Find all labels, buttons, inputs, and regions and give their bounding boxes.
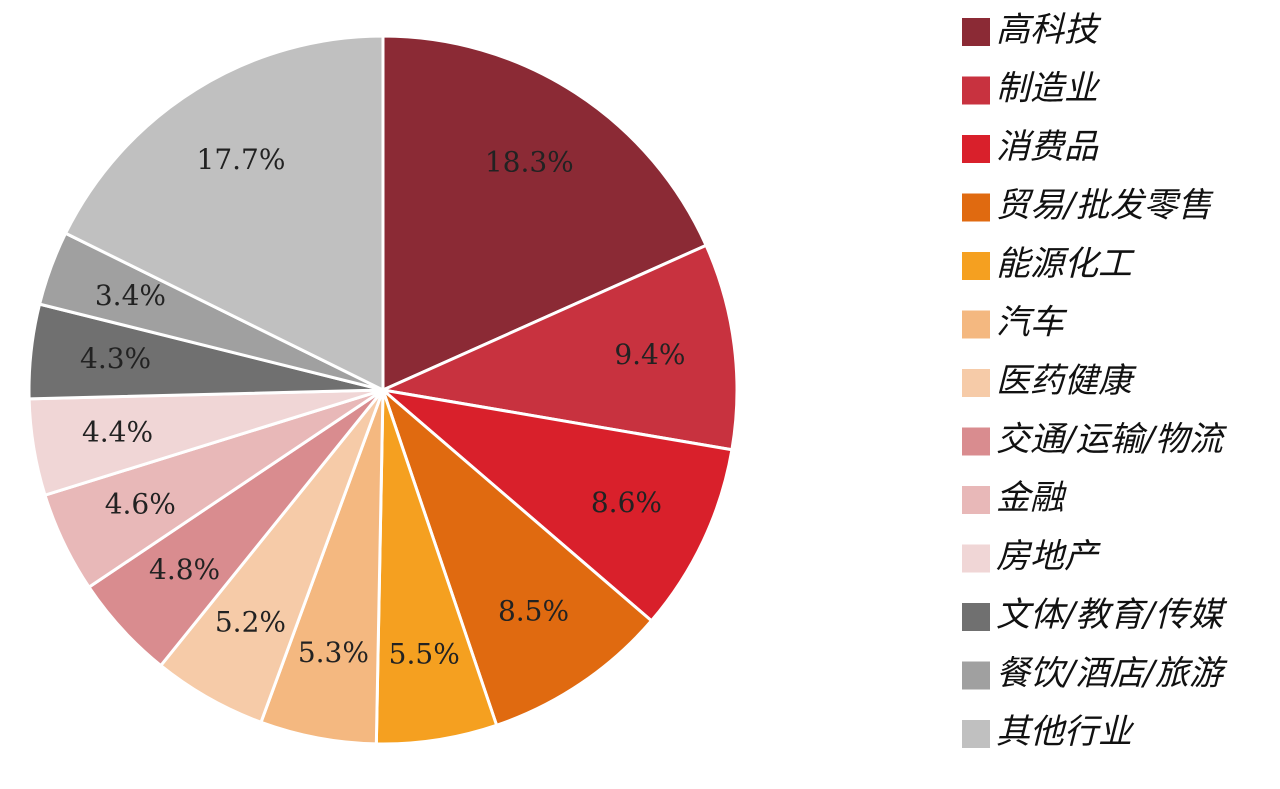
slice-label: 18.3%	[485, 146, 574, 179]
legend-swatch	[962, 486, 990, 514]
legend-swatch	[962, 310, 990, 339]
slice-label: 8.6%	[591, 486, 662, 519]
slice-label: 8.5%	[498, 594, 569, 627]
legend-swatch	[962, 252, 990, 280]
slice-label: 4.6%	[105, 488, 176, 521]
legend-label: 房地产	[996, 537, 1101, 577]
legend-label: 高科技	[996, 10, 1102, 50]
legend-swatch	[962, 661, 990, 690]
slice-label: 17.7%	[197, 143, 286, 176]
slice-label: 4.4%	[82, 415, 153, 448]
legend-label: 医药健康	[996, 361, 1137, 401]
pie-slice	[377, 243, 739, 452]
legend-swatch	[962, 369, 990, 397]
legend-label: 汽车	[996, 303, 1068, 343]
legend-swatch	[962, 76, 990, 105]
slice-label: 4.3%	[80, 342, 151, 375]
slice-label: 5.2%	[215, 606, 286, 639]
legend-label: 金融	[996, 478, 1067, 518]
legend-label: 制造业	[996, 69, 1101, 109]
slice-label: 9.4%	[614, 338, 685, 371]
slice-label: 4.8%	[149, 553, 220, 586]
legend-swatch	[962, 18, 990, 46]
legend-swatch	[962, 720, 990, 748]
legend-label: 能源化工	[996, 244, 1135, 284]
pie-slice	[63, 34, 385, 393]
slice-label: 5.3%	[298, 636, 369, 669]
pie-slice	[379, 385, 654, 728]
slice-label: 5.5%	[389, 637, 460, 670]
legend-swatch	[962, 603, 990, 631]
legend-label: 交通/运输/物流	[996, 420, 1228, 460]
pie-slice	[377, 387, 734, 623]
legend-label: 文体/教育/传媒	[996, 595, 1228, 635]
legend-label: 餐饮/酒店/旅游	[996, 654, 1228, 694]
slice-label: 3.4%	[95, 279, 166, 312]
legend-swatch	[962, 193, 990, 222]
legend-label: 其他行业	[996, 712, 1135, 752]
legend-label: 消费品	[996, 127, 1099, 167]
legend-swatch	[962, 427, 990, 456]
legend-swatch	[962, 135, 990, 163]
pie-slice	[381, 34, 709, 393]
legend-label: 贸易/批发零售	[996, 186, 1214, 226]
legend-swatch	[962, 544, 990, 573]
